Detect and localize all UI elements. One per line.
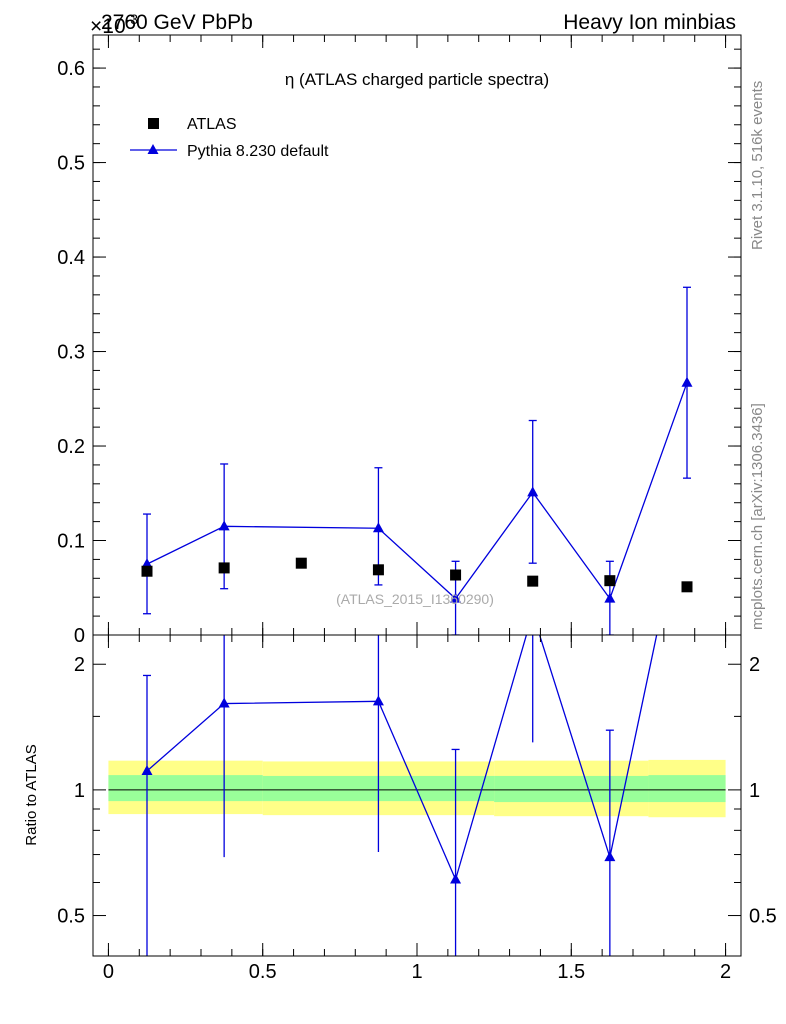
ratio-ylabel: Ratio to ATLAS: [23, 744, 40, 845]
ratio-point: [450, 873, 462, 884]
ratio-y-tick-label-right: 0.5: [749, 906, 777, 928]
legend-label-atlas: ATLAS: [187, 116, 237, 133]
data-point: [141, 565, 153, 577]
mc-point: [372, 522, 384, 533]
ratio-y-tick-label: 0.5: [57, 906, 85, 928]
data-point: [604, 575, 616, 587]
plot-title: η (ATLAS charged particle spectra): [285, 70, 549, 89]
data-point: [218, 562, 230, 574]
legend-label-pythia: Pythia 8.230 default: [187, 143, 329, 160]
mcplots-label: mcplots.cern.ch [arXiv:1306.3436]: [749, 403, 766, 630]
y-tick-label: 0.1: [57, 531, 85, 553]
legend: ATLAS Pythia 8.230 default: [130, 116, 329, 160]
main-panel: 0 0.1 0.2 0.3 0.4 0.5 0.6 η (ATLAS charged par…: [57, 34, 742, 647]
uncertainty-band-inner: [648, 775, 726, 803]
mc-point: [527, 486, 539, 497]
ratio-point: [682, 485, 693, 495]
exponent-label: ×10-3: [90, 11, 138, 38]
mc-point: [604, 592, 616, 603]
uncertainty-band-inner: [494, 775, 649, 803]
uncertainty-band-inner: [108, 775, 263, 802]
x-tick-label: 1.5: [557, 961, 585, 983]
ratio-y-tick-label-right: 2: [749, 654, 760, 676]
ratio-point: [604, 851, 616, 862]
ratio-point: [141, 764, 153, 775]
x-tick-label: 1: [411, 961, 422, 983]
data-point: [295, 557, 307, 569]
data-point: [527, 575, 539, 587]
y-tick-label: 0.3: [57, 342, 85, 364]
mc-point: [218, 520, 230, 531]
ratio-panel: 0.5 0.5 1 1 2 2 0 0.5 1 1.5 2 Ratio to ATLAS: [23, 485, 777, 983]
legend-marker-pythia: [147, 144, 159, 154]
y-tick-label: 0.6: [57, 58, 85, 80]
ratio-point: [372, 695, 384, 706]
y-tick-label: 0.2: [57, 436, 85, 458]
header-right: Heavy Ion minbias: [563, 11, 736, 34]
header-left: 2760 GeV PbPb: [101, 11, 253, 34]
y-tick-label: 0: [74, 625, 85, 647]
ratio-y-tick-label: 2: [74, 654, 85, 676]
x-tick-label: 0.5: [249, 961, 277, 983]
data-point: [372, 564, 384, 576]
watermark: (ATLAS_2015_I1360290): [336, 591, 494, 607]
ratio-y-tick-label: 1: [74, 780, 85, 802]
ratio-point: [218, 697, 230, 708]
ratio-point: [527, 607, 538, 617]
data-point: [681, 581, 693, 593]
ratio-y-tick-label-right: 1: [749, 780, 760, 802]
y-tick-label: 0.5: [57, 153, 85, 175]
data-point: [450, 569, 462, 581]
x-tick-label: 2: [720, 961, 731, 983]
mc-point: [141, 558, 153, 569]
rivet-label: Rivet 3.1.10, 516k events: [749, 81, 766, 250]
mc-point: [681, 376, 693, 387]
ratio-series-line: [146, 635, 658, 882]
legend-marker-atlas: [148, 118, 159, 129]
y-tick-label: 0.4: [57, 247, 85, 269]
x-tick-label: 0: [103, 961, 114, 983]
mc-point: [450, 592, 462, 603]
